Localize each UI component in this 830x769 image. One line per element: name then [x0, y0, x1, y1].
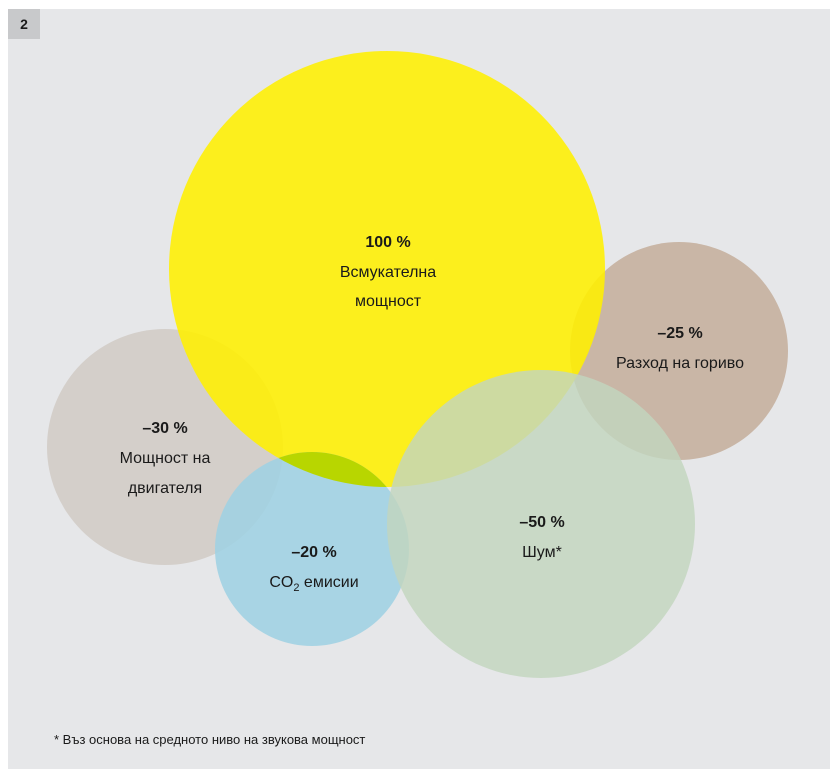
- fuel-label: Разход на гориво: [616, 355, 744, 372]
- intake-label-line2: мощност: [355, 293, 422, 310]
- footnote: * Въз основа на средното ниво на звукова…: [54, 732, 366, 747]
- co2-emissions-circle: [215, 452, 409, 646]
- engine-label-line1: Мощност на: [120, 450, 211, 467]
- co2-percentage: –20 %: [291, 544, 336, 561]
- figure-panel: 2 100 % Всмукателна мощност –25 % Разход…: [8, 9, 830, 769]
- intake-label-line1: Всмукателна: [340, 264, 436, 281]
- fuel-percentage: –25 %: [657, 325, 702, 342]
- engine-label-line2: двигателя: [128, 480, 202, 497]
- noise-circle: [387, 370, 695, 678]
- intake-percentage: 100 %: [365, 234, 410, 251]
- venn-diagram: 100 % Всмукателна мощност –25 % Разход н…: [47, 51, 788, 678]
- noise-percentage: –50 %: [519, 514, 564, 531]
- co2-label: CO2 емисии: [269, 574, 358, 594]
- noise-label: Шум*: [522, 544, 562, 561]
- figure-number-badge: 2: [8, 9, 40, 39]
- engine-percentage: –30 %: [142, 420, 187, 437]
